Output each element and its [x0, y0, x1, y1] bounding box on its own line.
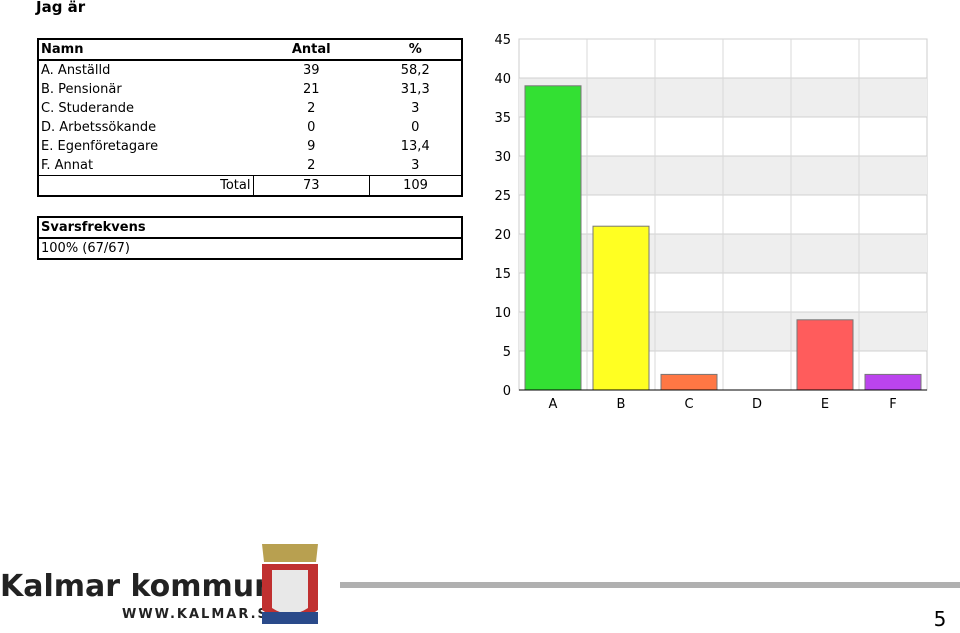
cell: 21 [302, 82, 320, 97]
total-cell: 73 [252, 175, 370, 196]
coat-of-arms [262, 544, 318, 624]
cell: 31,3 [400, 82, 430, 97]
table-row: F. Annat 2 3 [38, 156, 462, 176]
bar [796, 319, 854, 391]
footer: Kalmar kommun WWW.KALMAR.SE 5 [0, 544, 960, 631]
x-tick-label: A [549, 397, 558, 412]
brand: Kalmar kommun [0, 569, 276, 604]
y-tick-label: 10 [494, 306, 511, 321]
cell: E. Egenföretagare [41, 139, 159, 154]
y-tick-label: 35 [494, 111, 511, 126]
bar [660, 373, 718, 391]
table-row: C. Studerande 2 3 [38, 99, 462, 118]
cell: 58,2 [400, 63, 430, 78]
y-tick-label: 40 [494, 72, 511, 87]
x-tick-label: F [889, 397, 896, 412]
cell: 0 [411, 120, 420, 135]
x-tick-label: E [821, 397, 829, 412]
cell: D. Arbetssökande [41, 120, 157, 135]
header-cell: % [408, 42, 422, 57]
x-tick-label: D [752, 397, 762, 412]
total-cell: 109 [369, 175, 462, 196]
table-row: B. Pensionär 21 31,3 [38, 80, 462, 99]
table-row: A. Anställd 39 58,2 [38, 60, 462, 80]
cell: 2 [307, 101, 316, 116]
bar [864, 373, 922, 391]
y-tick-label: 5 [503, 345, 511, 360]
cell: A. Anställd [41, 63, 111, 78]
response-value: 100% (67/67) [41, 241, 130, 256]
cell: 3 [411, 101, 420, 116]
header-cell: Namn [41, 42, 84, 57]
table-row: E. Egenföretagare 9 13,4 [38, 137, 462, 156]
y-tick-label: 15 [494, 267, 511, 282]
cell: 39 [302, 63, 320, 78]
y-tick-label: 20 [494, 228, 511, 243]
y-tick-label: 30 [494, 150, 511, 165]
cell: C. Studerande [41, 101, 134, 116]
cell: 3 [411, 158, 420, 173]
response-table: Svarsfrekvens 100% (67/67) [37, 216, 463, 260]
response-label: Svarsfrekvens [41, 220, 146, 235]
cell: 2 [307, 158, 316, 173]
url: WWW.KALMAR.SE [122, 607, 280, 622]
data-table: Namn Antal% A. Anställd 39 58,2 B. Pensionär 2… [37, 38, 463, 197]
total-row: Total 73 109 [38, 175, 462, 196]
y-tick-label: 0 [503, 384, 511, 399]
cell: 9 [307, 139, 316, 154]
footer-bar [340, 582, 960, 588]
cell: 0 [307, 120, 316, 135]
page-title: Jag är [36, 0, 86, 16]
table-row: D. Arbetssökande 0 0 [38, 118, 462, 137]
y-tick-label: 25 [494, 189, 511, 204]
x-tick-label: B [617, 397, 626, 412]
x-tick-label: C [684, 397, 693, 412]
bar [592, 225, 650, 391]
cell: 13,4 [400, 139, 430, 154]
table-header: Namn Antal% [38, 39, 462, 60]
bar [524, 85, 582, 391]
total-cell: Total [38, 175, 253, 196]
cell: B. Pensionär [41, 82, 122, 97]
cell: F. Annat [41, 158, 94, 173]
page-number: 5 [934, 607, 947, 631]
chart: 0 5 10 15 20 25 30 35 40 45 A B C D E F [494, 33, 928, 412]
header-cell: Antal [291, 42, 331, 57]
y-tick-label: 45 [494, 33, 511, 48]
